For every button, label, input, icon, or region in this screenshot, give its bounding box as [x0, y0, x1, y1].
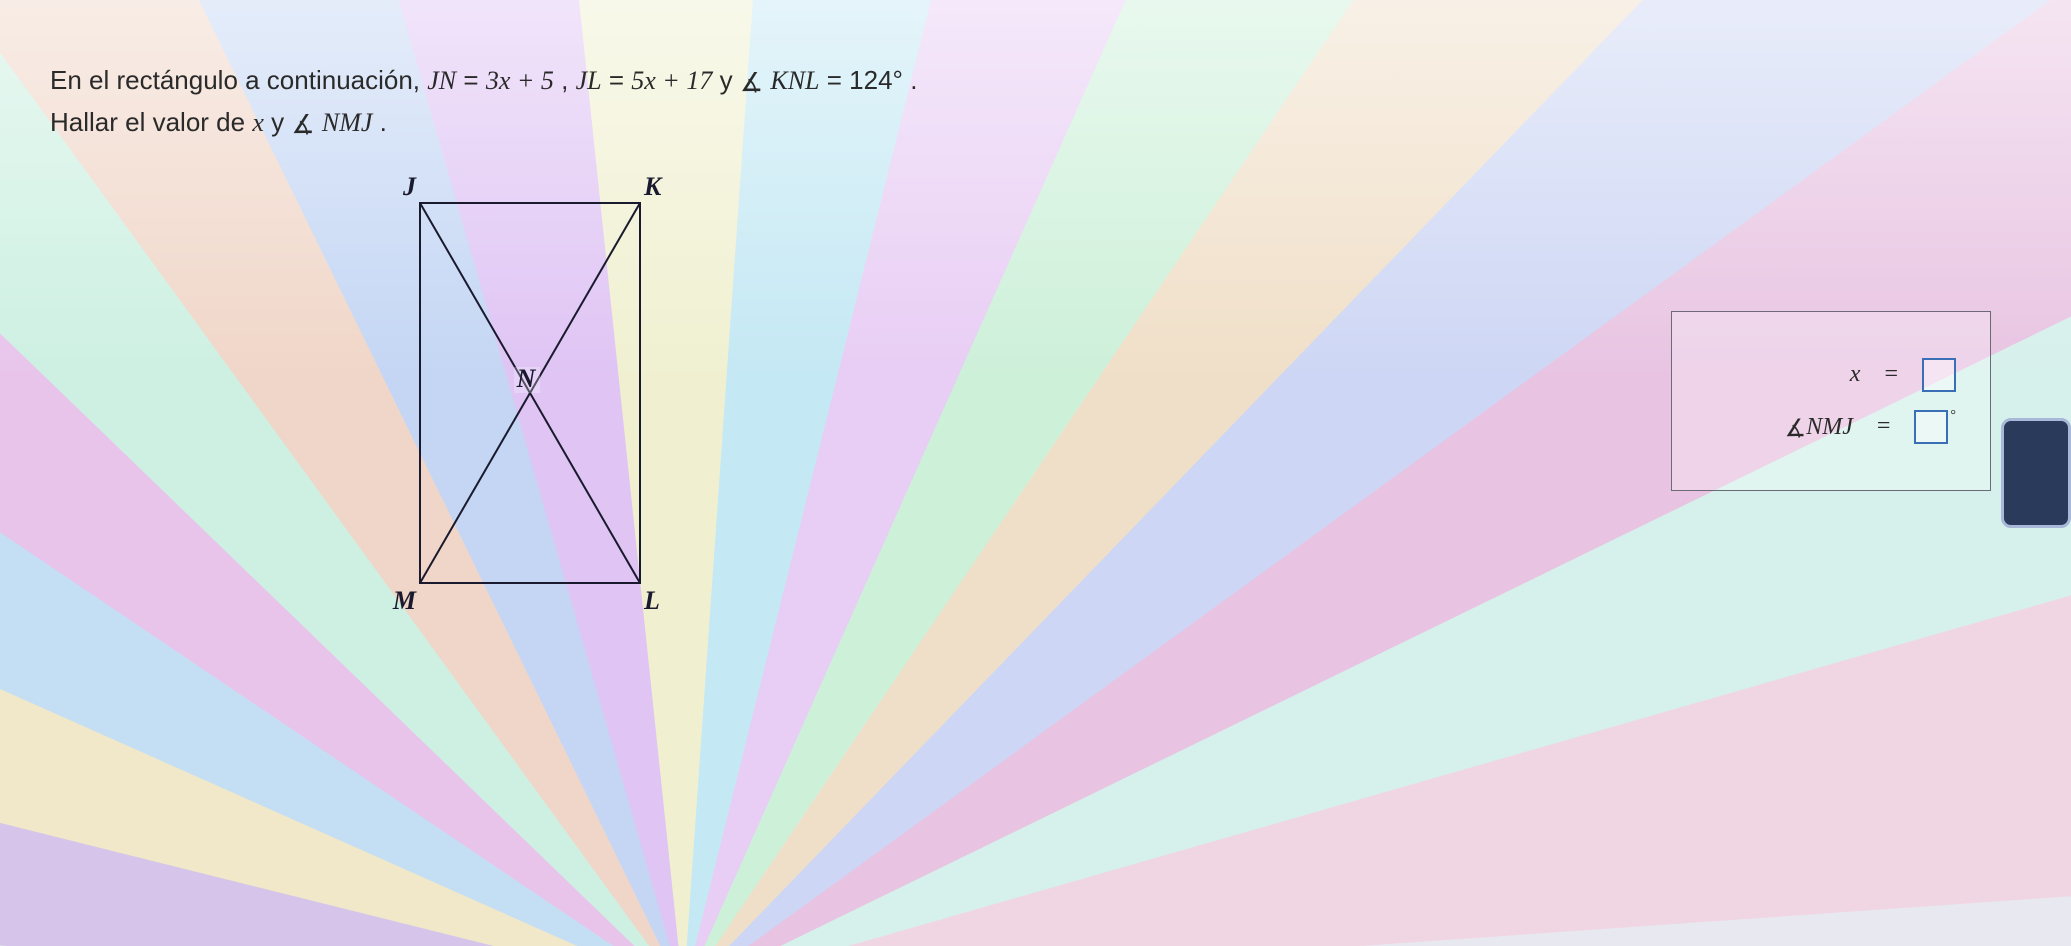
eq1-lhs: JN	[427, 66, 456, 95]
angle-input[interactable]	[1914, 410, 1948, 444]
svg-text:M: M	[392, 586, 417, 615]
angle-knl: KNL	[770, 66, 819, 95]
angle-eq2: =	[1877, 413, 1891, 440]
angle-nmj: NMJ	[322, 108, 373, 137]
svg-text:L: L	[643, 586, 660, 615]
angle-icon-2: ∡	[291, 104, 314, 146]
answer-box: x = ∡NMJ = °	[1671, 311, 1991, 491]
answer-row-x: x =	[1706, 358, 1956, 392]
content-area: En el rectángulo a continuación, JN = 3x…	[0, 0, 2071, 946]
conj-y2: y	[271, 107, 291, 137]
svg-text:N: N	[516, 364, 537, 393]
angle-answer-label: ∡NMJ	[1785, 412, 1853, 441]
main-row: J K M L N x = ∡NMJ = °	[50, 173, 2021, 628]
x-eq: =	[1884, 361, 1898, 388]
eq2-eq: =	[609, 65, 631, 95]
prompt-text-1: En el rectángulo a continuación,	[50, 65, 427, 95]
eq2-lhs: JL	[576, 66, 602, 95]
eq1-eq: =	[463, 65, 485, 95]
var-x: x	[252, 108, 264, 137]
angle-icon: ∡	[740, 62, 763, 104]
svg-text:J: J	[402, 173, 417, 201]
period1: .	[910, 65, 917, 95]
comma1: ,	[561, 65, 575, 95]
answer-row-angle: ∡NMJ = °	[1706, 410, 1956, 444]
angle-eq: =	[827, 65, 849, 95]
figure-wrap: J K M L N	[390, 173, 670, 628]
question-prompt: En el rectángulo a continuación, JN = 3x…	[50, 60, 2021, 143]
angle-nmj-label: NMJ	[1806, 414, 1853, 440]
svg-text:K: K	[643, 173, 663, 201]
angle-icon-3: ∡	[1785, 414, 1807, 443]
rectangle-figure: J K M L N	[390, 173, 670, 623]
angle-input-wrap: °	[1914, 410, 1956, 444]
eq1-rhs: 3x + 5	[486, 66, 554, 95]
prompt-text-2: Hallar el valor de	[50, 107, 252, 137]
conj-y: y	[720, 65, 740, 95]
x-label: x	[1850, 361, 1861, 388]
x-input[interactable]	[1922, 358, 1956, 392]
period2: .	[380, 107, 387, 137]
degree-symbol: °	[1950, 408, 1956, 424]
side-panel-button[interactable]	[2001, 418, 2071, 528]
angle-val: 124°	[849, 65, 903, 95]
eq2-rhs: 5x + 17	[631, 66, 712, 95]
